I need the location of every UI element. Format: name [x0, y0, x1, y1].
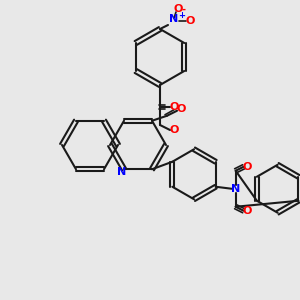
Text: O: O — [176, 104, 186, 114]
Text: O: O — [173, 4, 183, 14]
Text: O: O — [243, 162, 252, 172]
Text: N: N — [169, 14, 178, 24]
Text: O: O — [169, 102, 179, 112]
Text: +: + — [178, 11, 185, 20]
Text: O: O — [185, 16, 195, 26]
Text: N: N — [117, 167, 127, 177]
Text: O: O — [169, 125, 179, 135]
Text: O: O — [243, 206, 252, 216]
Text: -: - — [182, 5, 186, 15]
Text: N: N — [231, 184, 240, 194]
